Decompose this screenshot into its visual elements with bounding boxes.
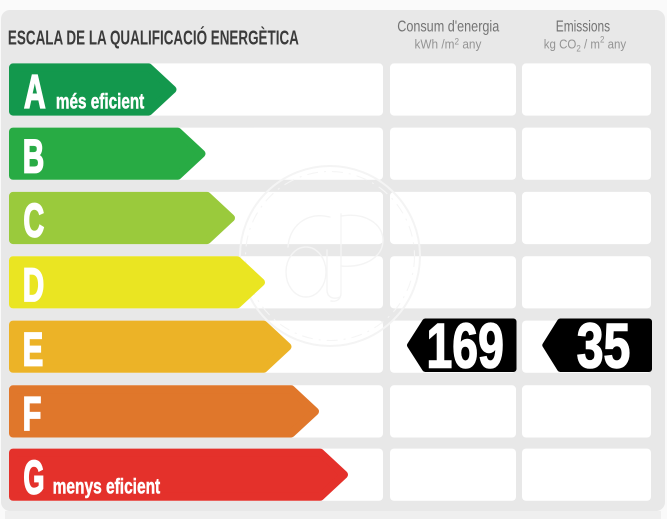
svg-text:kWh /m2 any: kWh /m2 any <box>415 36 483 52</box>
svg-text:F: F <box>23 389 42 441</box>
svg-text:A: A <box>24 66 46 119</box>
svg-text:G: G <box>23 452 44 505</box>
svg-text:169: 169 <box>427 311 504 382</box>
svg-text:C: C <box>23 194 44 247</box>
svg-text:E: E <box>23 324 44 376</box>
svg-text:ESCALA DE LA QUALIFICACIÓ ENER: ESCALA DE LA QUALIFICACIÓ ENERGÈTICA <box>8 27 299 49</box>
svg-text:Emissions: Emissions <box>556 17 610 35</box>
svg-text:Consum d'energia: Consum d'energia <box>397 18 500 36</box>
svg-text:més eficient: més eficient <box>56 89 144 113</box>
svg-text:35: 35 <box>577 310 631 381</box>
svg-text:D: D <box>23 259 44 312</box>
svg-text:B: B <box>23 130 44 183</box>
svg-text:menys eficient: menys eficient <box>53 474 161 498</box>
svg-text:kg CO2 / m2 any: kg CO2 / m2 any <box>544 34 627 54</box>
